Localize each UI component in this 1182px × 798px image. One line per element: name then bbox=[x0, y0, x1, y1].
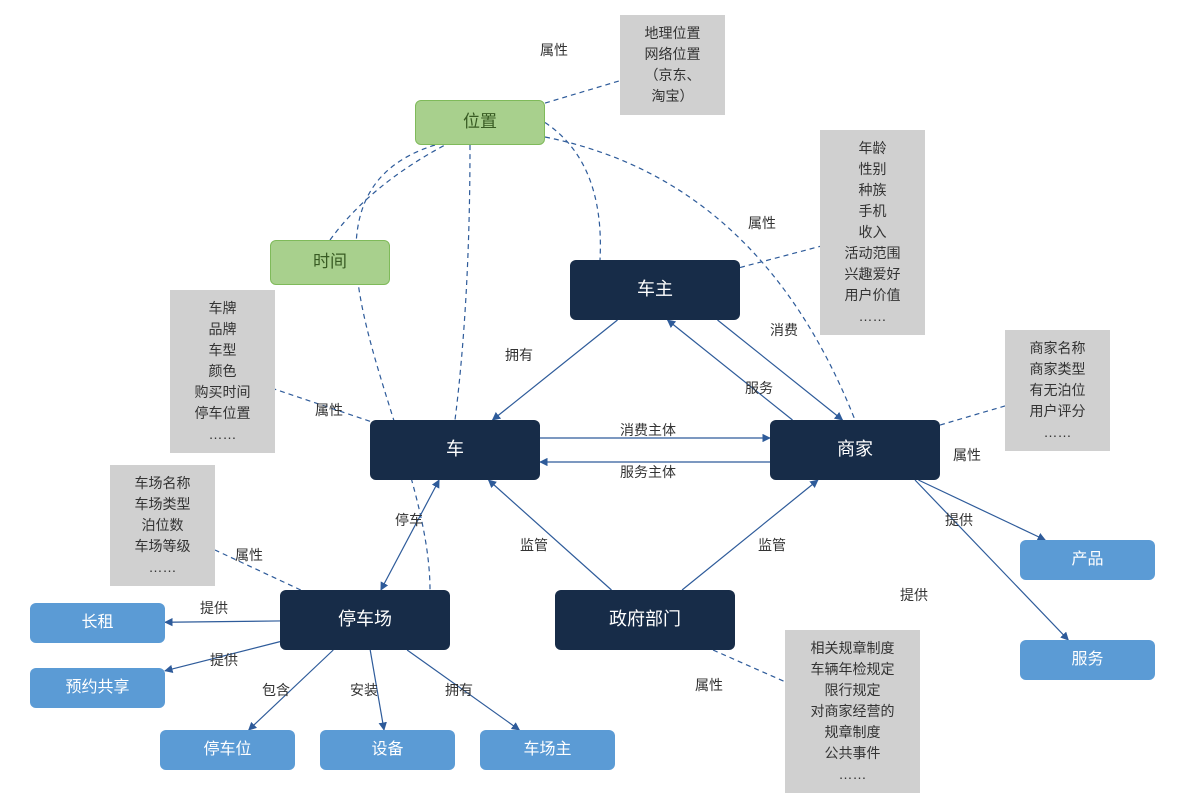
node-parkinglot: 停车场 bbox=[280, 590, 450, 650]
edge-label-0: 拥有 bbox=[505, 345, 533, 365]
attrbox-lot_attrs: 车场名称 车场类型 泊位数 车场等级 …… bbox=[110, 465, 215, 586]
attrbox-merchant_attrs: 商家名称 商家类型 有无泊位 用户评分 …… bbox=[1005, 330, 1110, 451]
node-car: 车 bbox=[370, 420, 540, 480]
edge-label-5: 停车 bbox=[395, 510, 423, 530]
attrbox-loc_attrs: 地理位置 网络位置 （京东、 淘宝） bbox=[620, 15, 725, 115]
node-location: 位置 bbox=[415, 100, 545, 145]
edge-label-17: 属性 bbox=[953, 445, 981, 465]
attrbox-owner_attrs: 年龄 性别 种族 手机 收入 活动范围 兴趣爱好 用户价值 …… bbox=[820, 130, 925, 335]
edge-label-1: 消费 bbox=[770, 320, 798, 340]
edge-label-11: 提供 bbox=[210, 650, 238, 670]
edge-label-6: 监管 bbox=[520, 535, 548, 555]
edge-label-10: 提供 bbox=[200, 598, 228, 618]
node-reserve: 预约共享 bbox=[30, 668, 165, 708]
edge-label-12: 包含 bbox=[262, 680, 290, 700]
node-service: 服务 bbox=[1020, 640, 1155, 680]
edge-label-20: 属性 bbox=[695, 675, 723, 695]
node-parkspace: 停车位 bbox=[160, 730, 295, 770]
edge-label-13: 安装 bbox=[350, 680, 378, 700]
node-merchant: 商家 bbox=[770, 420, 940, 480]
edge-label-3: 消费主体 bbox=[620, 420, 676, 440]
node-owner: 车主 bbox=[570, 260, 740, 320]
attrbox-gov_attrs: 相关规章制度 车辆年检规定 限行规定 对商家经营的 规章制度 公共事件 …… bbox=[785, 630, 920, 793]
edge-label-2: 服务 bbox=[745, 378, 773, 398]
node-lotowner: 车场主 bbox=[480, 730, 615, 770]
edge-label-9: 提供 bbox=[900, 585, 928, 605]
node-longrent: 长租 bbox=[30, 603, 165, 643]
edge-label-4: 服务主体 bbox=[620, 462, 676, 482]
node-time: 时间 bbox=[270, 240, 390, 285]
edge-label-19: 属性 bbox=[235, 545, 263, 565]
edge-label-7: 监管 bbox=[758, 535, 786, 555]
edge-label-15: 属性 bbox=[540, 40, 568, 60]
edge-label-8: 提供 bbox=[945, 510, 973, 530]
node-product: 产品 bbox=[1020, 540, 1155, 580]
edge-label-18: 属性 bbox=[315, 400, 343, 420]
attrbox-car_attrs: 车牌 品牌 车型 颜色 购买时间 停车位置 …… bbox=[170, 290, 275, 453]
node-gov: 政府部门 bbox=[555, 590, 735, 650]
edge-label-14: 拥有 bbox=[445, 680, 473, 700]
node-device: 设备 bbox=[320, 730, 455, 770]
edge-label-16: 属性 bbox=[748, 213, 776, 233]
